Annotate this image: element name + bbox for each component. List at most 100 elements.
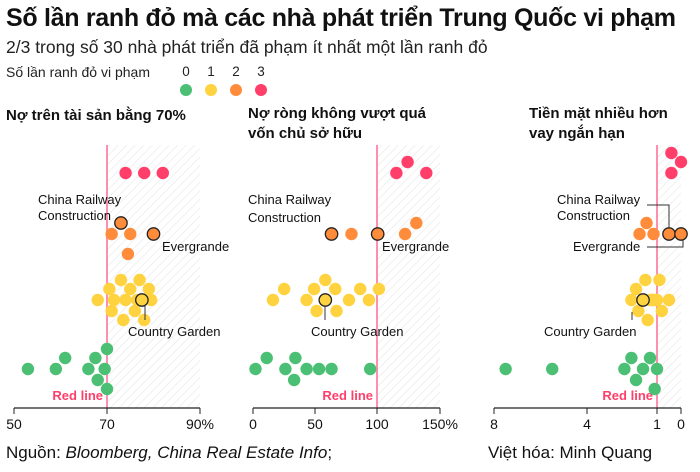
legend-item-3: 3 — [254, 64, 268, 96]
x-tick-label: 150% — [422, 416, 458, 432]
dot-violations-1 — [330, 304, 343, 318]
dot-violations-1 — [138, 313, 151, 327]
dot-violations-0 — [648, 382, 661, 396]
dot-violations-2 — [647, 227, 660, 241]
dot-violations-1 — [128, 304, 142, 318]
dot-violations-0 — [82, 362, 95, 376]
dot-violations-0 — [21, 362, 35, 376]
dot-violations-1 — [655, 304, 668, 318]
dot-violations-0 — [618, 362, 631, 376]
annotation-label: Evergrande — [573, 239, 640, 254]
dot-violations-0 — [89, 351, 102, 365]
dot-violations-1 — [653, 273, 666, 287]
dot-violations-3 — [665, 166, 678, 180]
red-line-label: Red line — [52, 388, 103, 403]
dot-violations-0 — [49, 362, 63, 376]
dot-violations-1 — [91, 293, 104, 307]
dot-violations-2 — [410, 216, 423, 230]
dot-violations-0 — [260, 351, 273, 365]
dot-violations-3 — [401, 155, 414, 169]
panel-3-title: Tiền mặt nhiều hơn vay ngắn hạn — [529, 104, 668, 144]
dot-violations-1 — [144, 293, 158, 307]
legend-label: Số lần ranh đỏ vi phạm — [6, 64, 150, 80]
dot-violations-3 — [156, 166, 169, 180]
panel-1-title: Nợ trên tài sản bằng 70% — [6, 106, 186, 126]
dot-violations-1 — [641, 313, 654, 327]
dot-violations-2 — [121, 247, 135, 261]
annotation-label: China Railway — [557, 192, 641, 207]
dot-violations-1 — [354, 282, 367, 296]
red-line-label: Red line — [602, 388, 653, 403]
dot-violations-1 — [329, 282, 342, 296]
dot-violations-1 — [133, 273, 146, 287]
annotation-label: Construction — [557, 208, 630, 223]
dot-violations-0 — [58, 351, 72, 365]
dot-violations-1 — [372, 282, 386, 296]
dot-violations-0 — [325, 362, 338, 376]
dot-violations-0 — [650, 362, 664, 376]
dot-violations-3 — [674, 155, 688, 169]
x-tick-label: 50 — [6, 416, 22, 432]
dot-violations-0 — [100, 342, 114, 356]
dot-violations-0 — [499, 362, 512, 376]
annotation-label: Country Garden — [544, 324, 637, 339]
legend-item-2: 2 — [229, 64, 243, 96]
dot-violations-0 — [546, 362, 559, 376]
legend-num: 3 — [257, 64, 265, 79]
legend-dot-pink — [255, 84, 267, 96]
source-note: Nguồn: Bloomberg, China Real Estate Info… — [6, 443, 332, 463]
dot-violations-1 — [662, 293, 676, 307]
dot-violations-0 — [249, 362, 262, 376]
dot-violations-1 — [307, 282, 321, 296]
dot-violations-1 — [342, 293, 356, 307]
panel-title-line: vốn chủ sở hữu — [248, 125, 363, 142]
x-tick-label: 90% — [186, 416, 214, 432]
panel-title-line: Tiền mặt nhiều hơn — [529, 105, 668, 122]
dot-violations-0 — [636, 362, 650, 376]
source-label: Nguồn: — [6, 443, 66, 462]
dot-violations-1 — [646, 293, 659, 307]
dot-violations-0 — [289, 351, 302, 365]
highlighted-dot — [135, 293, 149, 307]
dot-violations-0 — [300, 362, 313, 376]
dot-violations-0 — [91, 373, 104, 387]
dot-violations-3 — [138, 166, 151, 180]
x-tick-label: 70 — [99, 416, 115, 432]
dot-violations-1 — [310, 304, 323, 318]
annotation-label: Evergrande — [382, 239, 449, 254]
highlighted-dot — [662, 227, 676, 241]
dot-violations-0 — [629, 373, 643, 387]
dot-violations-1 — [319, 273, 332, 287]
source-end: ; — [327, 443, 333, 462]
source-value: Bloomberg, China Real Estate Info — [65, 443, 328, 462]
annotation-label: China Railway — [248, 192, 332, 207]
annotation-label: Evergrande — [162, 239, 229, 254]
dot-violations-2 — [345, 227, 358, 241]
dot-violations-1 — [119, 293, 132, 307]
dot-violations-1 — [105, 304, 118, 318]
annotation-label: Construction — [38, 208, 111, 223]
x-tick-label: 0 — [677, 416, 685, 432]
legend-item-0: 0 — [179, 64, 193, 96]
legend-dot-yellow — [205, 84, 217, 96]
dot-violations-0 — [643, 351, 657, 365]
x-tick-label: 50 — [307, 416, 323, 432]
annotation-label: Country Garden — [128, 324, 221, 339]
dot-violations-2 — [398, 227, 412, 241]
x-tick-label: 100 — [365, 416, 389, 432]
annotation-label: Country Garden — [311, 324, 404, 339]
panel-3: Red line 8 4 1 0 — [490, 145, 688, 432]
highlighted-dot — [636, 293, 650, 307]
x-tick-label: 0 — [249, 416, 257, 432]
dot-violations-1 — [629, 282, 643, 296]
dot-violations-1 — [114, 273, 128, 287]
dot-violations-2 — [124, 227, 137, 241]
dot-violations-1 — [142, 282, 156, 296]
dot-violations-2 — [640, 216, 653, 230]
dot-violations-1 — [107, 293, 121, 307]
credit-note: Việt hóa: Minh Quang — [488, 443, 653, 462]
dot-violations-1 — [124, 282, 137, 296]
dot-violations-0 — [625, 351, 638, 365]
x-tick-label: 8 — [490, 416, 498, 432]
